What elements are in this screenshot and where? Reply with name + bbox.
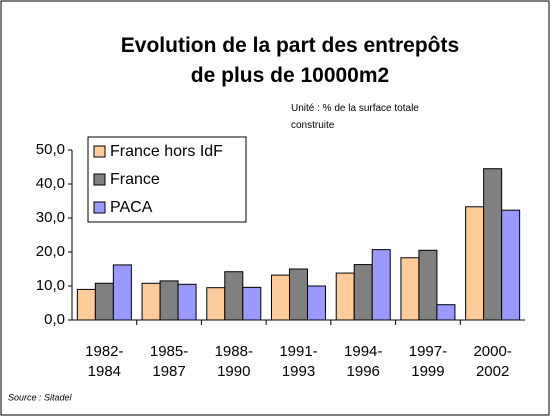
legend-label: France hors IdF [110,143,223,160]
x-tick-label: 1997-1999 [409,343,447,380]
bar [483,168,503,321]
bar [400,257,420,321]
bar [94,282,114,321]
x-tick-label: 1988-1990 [215,343,253,380]
legend-label: PACA [110,199,153,216]
bar [271,274,290,321]
bar [418,249,438,321]
bar [206,287,226,321]
bar [141,282,161,321]
bar [436,304,456,321]
legend-label: France [110,171,160,188]
plot-area [76,168,521,321]
y-tick-label: 10,0 [36,277,65,294]
chart-subtitle: Unité : % de la surface totale construite [291,103,419,131]
bar [159,280,179,321]
x-tick-label: 1991-1993 [279,343,317,380]
x-tick-label: 1994-1996 [344,343,382,380]
bar [224,271,244,321]
legend-swatch [93,173,106,186]
y-tick-label: 50,0 [36,141,65,158]
y-tick-label: 40,0 [36,175,65,192]
legend-swatch [93,145,106,158]
legend-swatch [93,201,106,214]
chart-title: Evolution de la part des entrepôts de plu… [121,34,459,87]
y-tick-label: 30,0 [36,209,65,226]
bar [242,286,262,321]
legend-box [87,136,247,223]
bar [353,264,373,321]
bar [501,209,521,321]
bar [289,268,308,321]
y-tick-label: 0,0 [44,311,65,328]
x-tick-label: 1985-1987 [150,343,188,380]
y-tick-label: 20,0 [36,243,65,260]
bar [177,283,197,321]
x-tick-label: 1982-1984 [85,343,123,380]
bar [465,206,485,321]
bar [335,272,355,321]
source-note: Source : Sitadel [8,392,73,402]
bar [371,249,391,321]
x-tick-label: 2000-2002 [473,343,511,380]
bar [76,288,96,321]
bar [112,264,132,321]
bar [307,285,326,321]
